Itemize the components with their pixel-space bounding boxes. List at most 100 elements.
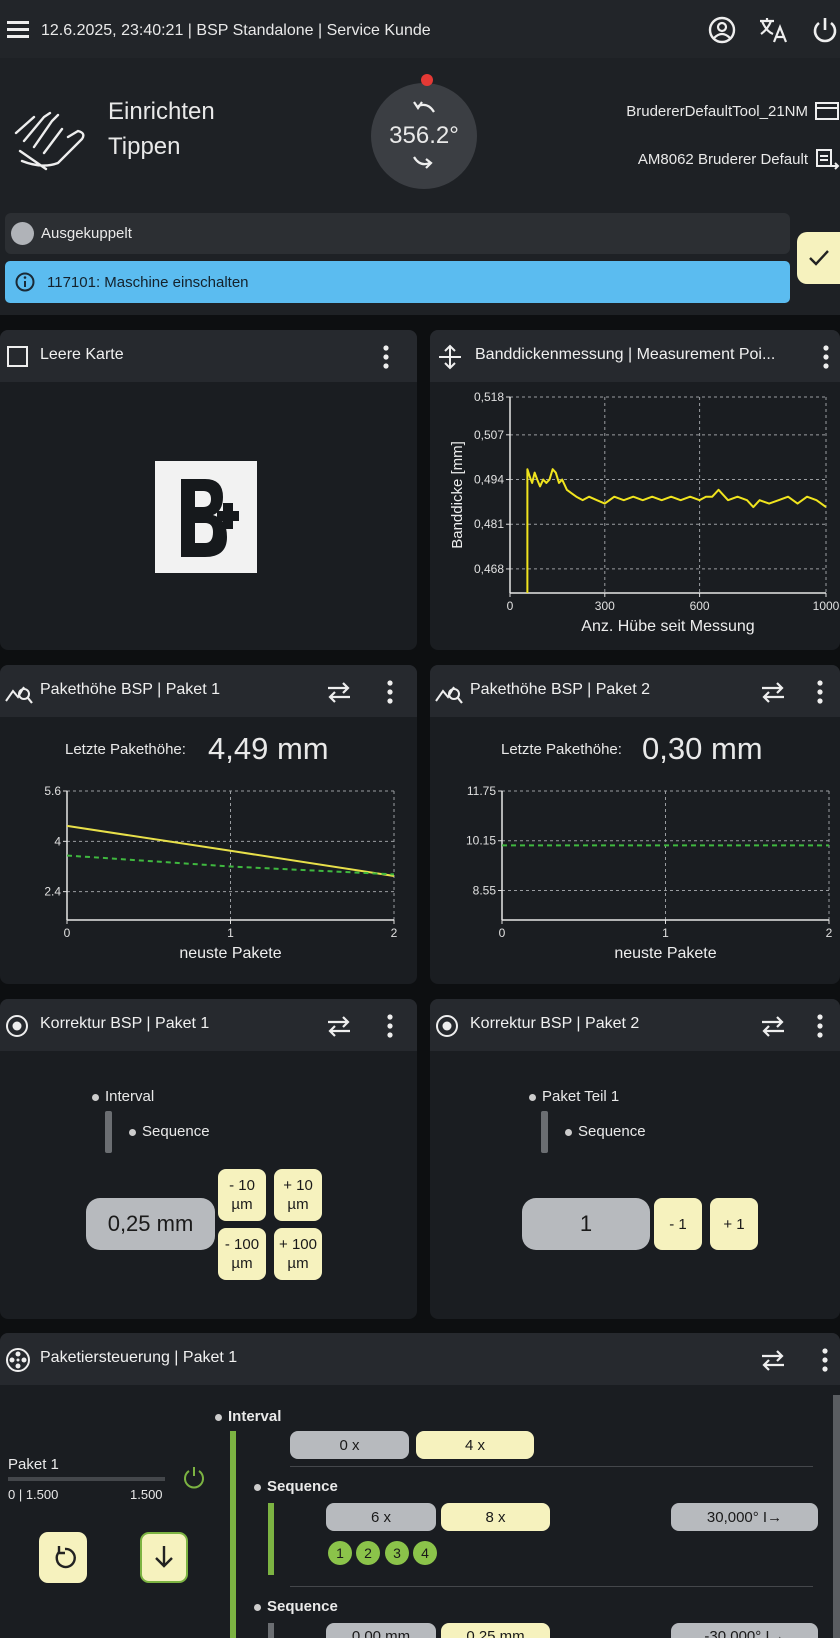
y-tick-label: 8.55 — [473, 883, 497, 897]
level-bar — [105, 1111, 112, 1153]
value-button[interactable]: 0,00 mm — [326, 1623, 436, 1638]
card-icon — [6, 1015, 28, 1037]
card: Pakethöhe BSP | Paket 1 Letzte Pakethöhe… — [0, 665, 417, 984]
swap-button[interactable] — [324, 1013, 354, 1039]
correction-value[interactable]: 1 — [522, 1198, 650, 1250]
sequence-option[interactable]: Sequence — [254, 1478, 338, 1495]
scrollbar[interactable] — [833, 1395, 840, 1638]
reset-button[interactable] — [39, 1532, 87, 1583]
latest-height: 0,30 mm — [642, 731, 763, 766]
rotate-cw-icon[interactable] — [410, 153, 438, 171]
count-button[interactable]: 0 x — [290, 1431, 409, 1459]
card-menu[interactable] — [385, 679, 395, 705]
step-indicator[interactable]: 3 — [385, 1541, 409, 1565]
swap-button[interactable] — [758, 679, 788, 705]
value-button[interactable]: 0,25 mm — [441, 1623, 550, 1638]
y-tick-label: 5.6 — [44, 784, 61, 798]
sequence-label: Sequence — [267, 1478, 338, 1495]
x-tick-label: 1 — [227, 926, 234, 940]
y-tick-label: 0,468 — [474, 562, 504, 576]
card-menu[interactable] — [385, 1013, 395, 1039]
y-tick-label: 0,481 — [474, 517, 504, 531]
button-label: - 100 — [224, 1236, 260, 1253]
mode-text: Tippen — [108, 133, 181, 160]
sub-option[interactable]: Sequence — [565, 1123, 646, 1140]
card-menu[interactable] — [820, 1347, 830, 1373]
count-button[interactable]: 8 x — [441, 1503, 550, 1531]
sequence-option[interactable]: Sequence — [254, 1598, 338, 1615]
mode-option[interactable]: Interval — [92, 1088, 154, 1105]
card-icon — [7, 346, 28, 367]
swap-button[interactable] — [758, 1013, 788, 1039]
angle-button[interactable]: 30,000° I→ — [671, 1503, 818, 1531]
card-icon — [6, 1348, 30, 1372]
rotate-ccw-icon[interactable] — [410, 98, 438, 116]
download-button[interactable] — [140, 1532, 188, 1583]
mode-label: Interval — [105, 1088, 155, 1105]
adjust-button[interactable]: - 1 — [654, 1198, 702, 1250]
card: Leere Karte — [0, 330, 417, 650]
package-name: Paket 1 — [8, 1456, 59, 1473]
clutch-status: Ausgekuppelt — [5, 213, 790, 254]
status-indicator — [11, 222, 34, 245]
adjust-button[interactable]: + 10 µm — [274, 1169, 322, 1221]
power-button[interactable] — [810, 16, 840, 44]
sub-label: Sequence — [578, 1123, 646, 1140]
card-title: Leere Karte — [40, 346, 124, 363]
card-menu[interactable] — [815, 679, 825, 705]
correction-value[interactable]: 0,25 mm — [86, 1198, 215, 1250]
y-tick-label: 0,507 — [474, 428, 504, 442]
progress-track — [8, 1477, 165, 1481]
card-header: Korrektur BSP | Paket 1 — [0, 999, 417, 1051]
latest-height: 4,49 mm — [208, 731, 329, 766]
card-menu[interactable] — [381, 344, 391, 370]
step-indicator[interactable]: 1 — [328, 1541, 352, 1565]
menu-button[interactable] — [7, 20, 31, 40]
button-unit: µm — [287, 1196, 309, 1213]
x-tick-label: 0 — [64, 926, 71, 940]
adjust-button[interactable]: - 100 µm — [218, 1228, 266, 1280]
confirm-button[interactable] — [797, 232, 840, 284]
card-header: Pakethöhe BSP | Paket 1 — [0, 665, 417, 717]
angle-button[interactable]: -30,000° I→ — [671, 1623, 818, 1638]
angle-value: 356.2° — [389, 122, 459, 149]
sequence-label: Sequence — [267, 1598, 338, 1615]
step-indicator[interactable]: 2 — [356, 1541, 380, 1565]
y-tick-label: 0,494 — [474, 473, 504, 487]
adjust-button[interactable]: - 10 µm — [218, 1169, 266, 1221]
step-indicator[interactable]: 4 — [413, 1541, 437, 1565]
interval-option[interactable]: Interval — [215, 1408, 281, 1425]
card-menu[interactable] — [821, 344, 831, 370]
data-line — [66, 854, 395, 876]
enable-toggle[interactable] — [181, 1465, 207, 1491]
button-unit: µm — [287, 1255, 309, 1272]
swap-button[interactable] — [324, 679, 354, 705]
logo — [155, 461, 257, 573]
clutch-text: Ausgekuppelt — [41, 225, 132, 242]
y-tick-label: 4 — [54, 834, 61, 848]
reset-icon — [55, 1546, 76, 1569]
sub-option[interactable]: Sequence — [129, 1123, 210, 1140]
card-menu[interactable] — [815, 1013, 825, 1039]
x-axis-label: neuste Pakete — [614, 945, 716, 962]
interval-bar — [230, 1431, 236, 1638]
profile-button[interactable] — [708, 16, 736, 44]
check-icon — [809, 250, 829, 266]
card-icon — [5, 686, 33, 704]
tool-name: BrudererDefaultTool_21NM — [626, 103, 808, 120]
adjust-button[interactable]: + 1 — [710, 1198, 758, 1250]
y-tick-label: 2.4 — [44, 885, 61, 899]
mode-text: Einrichten — [108, 98, 215, 125]
swap-button[interactable] — [758, 1347, 788, 1373]
adjust-button[interactable]: + 100 µm — [274, 1228, 322, 1280]
count-button[interactable]: 4 x — [416, 1431, 534, 1459]
mode-option[interactable]: Paket Teil 1 — [529, 1088, 619, 1105]
card: Pakethöhe BSP | Paket 2 Letzte Pakethöhe… — [430, 665, 840, 984]
x-tick-label: 2 — [391, 926, 398, 940]
download-icon — [155, 1546, 173, 1568]
count-button[interactable]: 6 x — [326, 1503, 436, 1531]
divider — [290, 1466, 813, 1467]
language-button[interactable] — [758, 15, 790, 45]
card-icon — [439, 344, 461, 370]
